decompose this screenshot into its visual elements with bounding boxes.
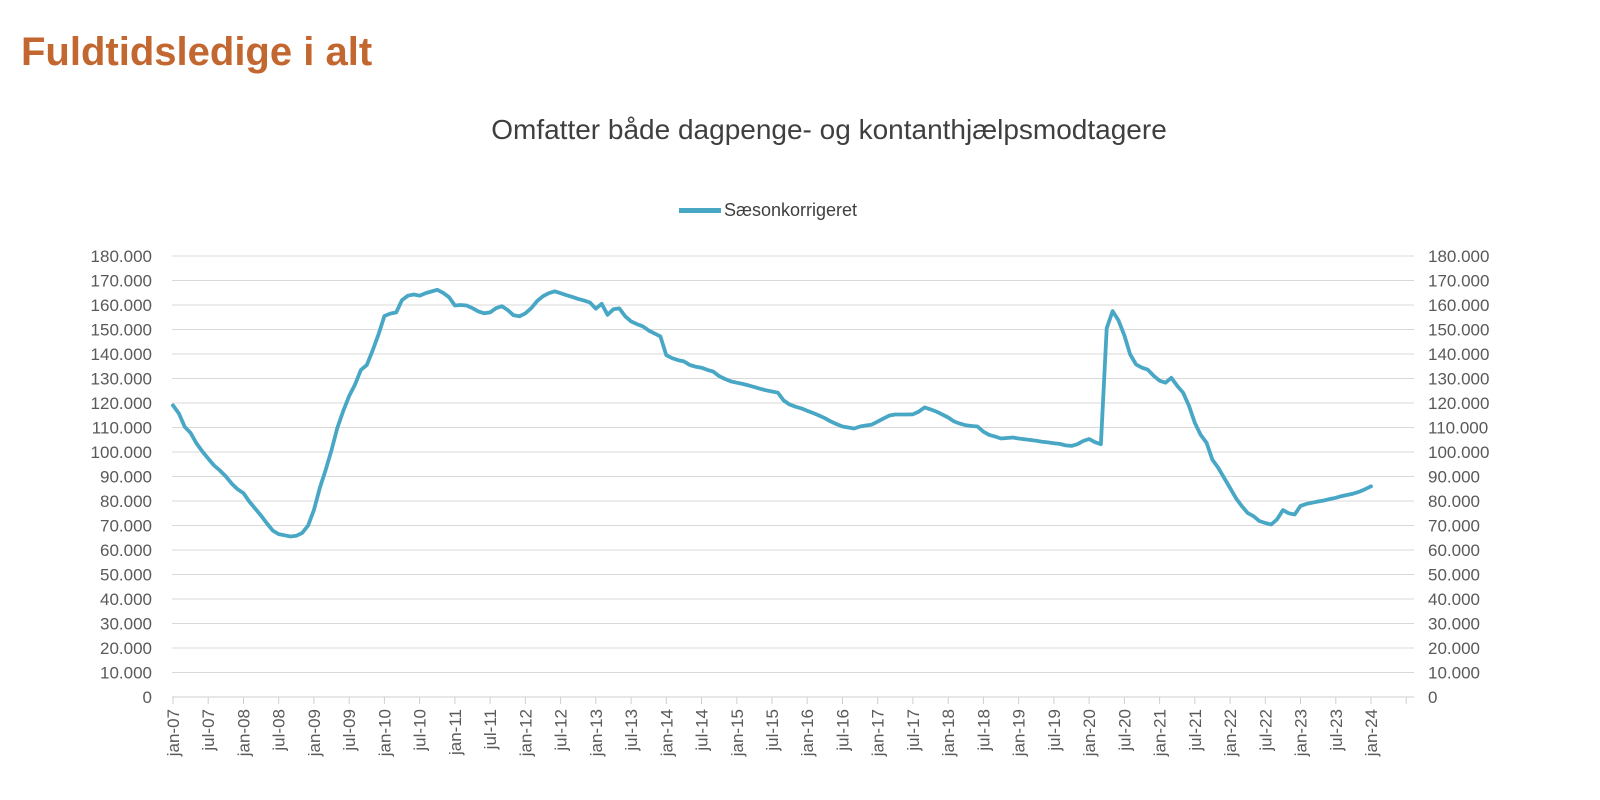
y-axis-label-left: 70.000 — [100, 517, 152, 536]
x-axis-label: jul-08 — [270, 709, 289, 752]
y-axis-label-right: 40.000 — [1428, 590, 1480, 609]
y-axis-label-right: 10.000 — [1428, 664, 1480, 683]
y-axis-label-right: 50.000 — [1428, 566, 1480, 585]
x-axis-label: jul-09 — [340, 709, 359, 752]
y-axis-label-left: 150.000 — [91, 321, 152, 340]
y-axis-label-left: 90.000 — [100, 468, 152, 487]
x-axis-label: jan-21 — [1151, 709, 1170, 757]
y-axis-label-left: 100.000 — [91, 443, 152, 462]
x-axis-label: jan-11 — [446, 709, 465, 756]
legend-line-swatch — [678, 208, 721, 213]
x-axis-label: jan-14 — [657, 709, 676, 757]
legend-label: Sæsonkorrigeret — [723, 200, 858, 220]
y-axis-label-left: 160.000 — [91, 296, 152, 315]
x-axis-label: jul-12 — [552, 709, 571, 752]
x-axis-label: jan-12 — [516, 709, 535, 757]
y-axis-label-right: 170.000 — [1428, 272, 1489, 291]
x-axis-label: jan-15 — [728, 709, 747, 757]
y-axis-label-left: 110.000 — [92, 419, 152, 438]
y-axis-label-left: 0 — [143, 688, 152, 707]
y-axis-label-right: 90.000 — [1428, 468, 1480, 487]
y-axis-label-left: 60.000 — [100, 541, 152, 560]
y-axis-label-right: 120.000 — [1428, 394, 1489, 413]
y-axis-label-left: 50.000 — [100, 566, 152, 585]
y-axis-label-left: 40.000 — [100, 590, 152, 609]
y-axis-label-left: 20.000 — [100, 639, 152, 658]
x-axis-label: jul-22 — [1256, 709, 1275, 752]
y-axis-label-right: 60.000 — [1428, 541, 1480, 560]
x-axis-label: jul-16 — [834, 709, 853, 752]
x-axis-label: jan-07 — [164, 709, 183, 757]
x-axis-label: jul-07 — [199, 709, 218, 752]
page-title: Fuldtidsledige i alt — [21, 30, 373, 74]
x-axis-label: jul-17 — [904, 709, 923, 752]
x-axis-label: jul-11 — [481, 709, 500, 750]
x-axis-label: jul-19 — [1045, 709, 1064, 752]
x-axis-label: jan-24 — [1362, 709, 1381, 757]
y-axis-label-right: 20.000 — [1428, 639, 1480, 658]
x-axis-label: jan-17 — [869, 709, 888, 757]
x-axis-label: jul-13 — [622, 709, 641, 752]
y-axis-label-right: 150.000 — [1428, 321, 1489, 340]
legend: Sæsonkorrigeret — [678, 200, 858, 221]
x-axis-label: jan-22 — [1221, 709, 1240, 757]
x-axis-label: jan-18 — [939, 709, 958, 757]
x-axis-label: jul-15 — [763, 709, 782, 752]
y-axis-labels-right: 0 10.000 20.000 30.000 40.000 50.000 60.000 70.… — [1428, 247, 1489, 707]
y-axis-label-right: 30.000 — [1428, 615, 1480, 634]
y-axis-label-right: 110.000 — [1428, 419, 1488, 438]
y-axis-label-right: 80.000 — [1428, 492, 1480, 511]
x-axis-label: jul-14 — [693, 709, 712, 752]
x-axis-label: jan-13 — [587, 709, 606, 757]
y-axis-label-left: 180.000 — [91, 247, 152, 266]
x-axis-label: jan-19 — [1010, 709, 1029, 757]
y-axis-label-right: 160.000 — [1428, 296, 1489, 315]
y-axis-label-left: 140.000 — [91, 345, 152, 364]
x-axis-label: jul-21 — [1186, 709, 1205, 752]
series-line-saesonkorrigeret — [171, 287, 1373, 539]
x-axis-labels: jan-07 jul-07 jan-08 jul-08 jan-09 jul-09 jan-… — [164, 709, 1381, 757]
x-axis-label: jan-09 — [305, 709, 324, 757]
x-axis-label: jan-10 — [375, 709, 394, 757]
x-axis — [172, 696, 1414, 704]
y-axis-label-right: 0 — [1428, 688, 1437, 707]
x-axis-label: jul-18 — [974, 709, 993, 752]
x-axis-label: jul-10 — [411, 709, 430, 752]
y-axis-label-right: 180.000 — [1428, 247, 1489, 266]
y-axis-label-left: 80.000 — [100, 492, 152, 511]
y-axis-label-right: 130.000 — [1428, 370, 1489, 389]
x-axis-label: jan-16 — [798, 709, 817, 757]
gridlines — [172, 255, 1414, 673]
y-axis-label-left: 30.000 — [100, 615, 152, 634]
x-axis-label: jul-23 — [1327, 709, 1346, 752]
y-axis-label-right: 100.000 — [1428, 443, 1489, 462]
x-axis-label: jan-23 — [1292, 709, 1311, 757]
x-axis-label: jan-20 — [1080, 709, 1099, 757]
y-axis-label-left: 170.000 — [91, 272, 152, 291]
x-axis-label: jul-20 — [1115, 709, 1134, 752]
y-axis-label-right: 140.000 — [1428, 345, 1489, 364]
y-axis-label-left: 120.000 — [91, 394, 152, 413]
y-axis-label-left: 10.000 — [100, 664, 152, 683]
x-axis-label: jan-08 — [235, 709, 254, 757]
y-axis-labels-left: 0 10.000 20.000 30.000 40.000 50.000 60.000 70.… — [91, 247, 152, 707]
y-axis-label-left: 130.000 — [91, 370, 152, 389]
y-axis-label-right: 70.000 — [1428, 517, 1480, 536]
chart-subtitle: Omfatter både dagpenge- og kontanthjælps… — [491, 114, 1167, 145]
